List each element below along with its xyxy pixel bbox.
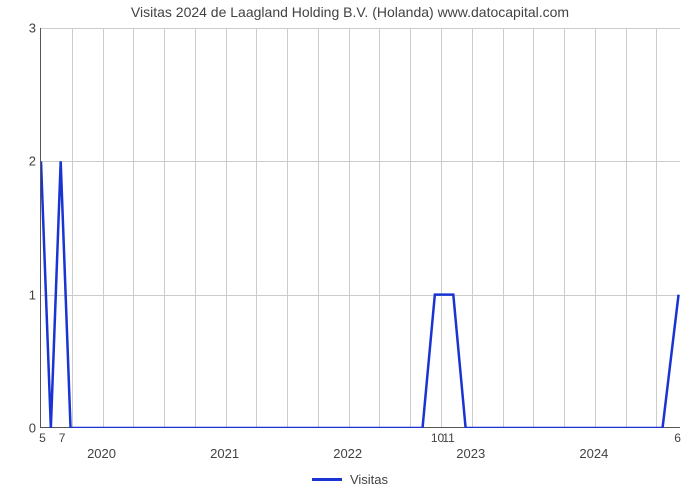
chart-title: Visitas 2024 de Laagland Holding B.V. (H… — [0, 4, 700, 20]
x-marker-label: 5 — [39, 431, 46, 445]
legend-swatch — [312, 478, 342, 481]
legend-label: Visitas — [350, 472, 388, 487]
y-tick-label: 3 — [6, 21, 36, 36]
x-marker-label: 11 — [442, 431, 454, 445]
y-tick-label: 2 — [6, 154, 36, 169]
x-tick-label: 2023 — [456, 446, 485, 461]
x-tick-label: 2022 — [333, 446, 362, 461]
plot-area — [40, 28, 680, 428]
series-line — [41, 28, 681, 428]
x-tick-label: 2020 — [87, 446, 116, 461]
x-tick-label: 2024 — [579, 446, 608, 461]
chart-container: { "chart": { "type": "line", "title": "V… — [0, 0, 700, 500]
x-marker-label: 6 — [674, 431, 681, 445]
legend-item-visitas: Visitas — [312, 472, 388, 487]
legend: Visitas — [0, 468, 700, 487]
x-tick-label: 2021 — [210, 446, 239, 461]
y-tick-label: 1 — [6, 287, 36, 302]
y-tick-label: 0 — [6, 421, 36, 436]
x-marker-label: 7 — [59, 431, 66, 445]
